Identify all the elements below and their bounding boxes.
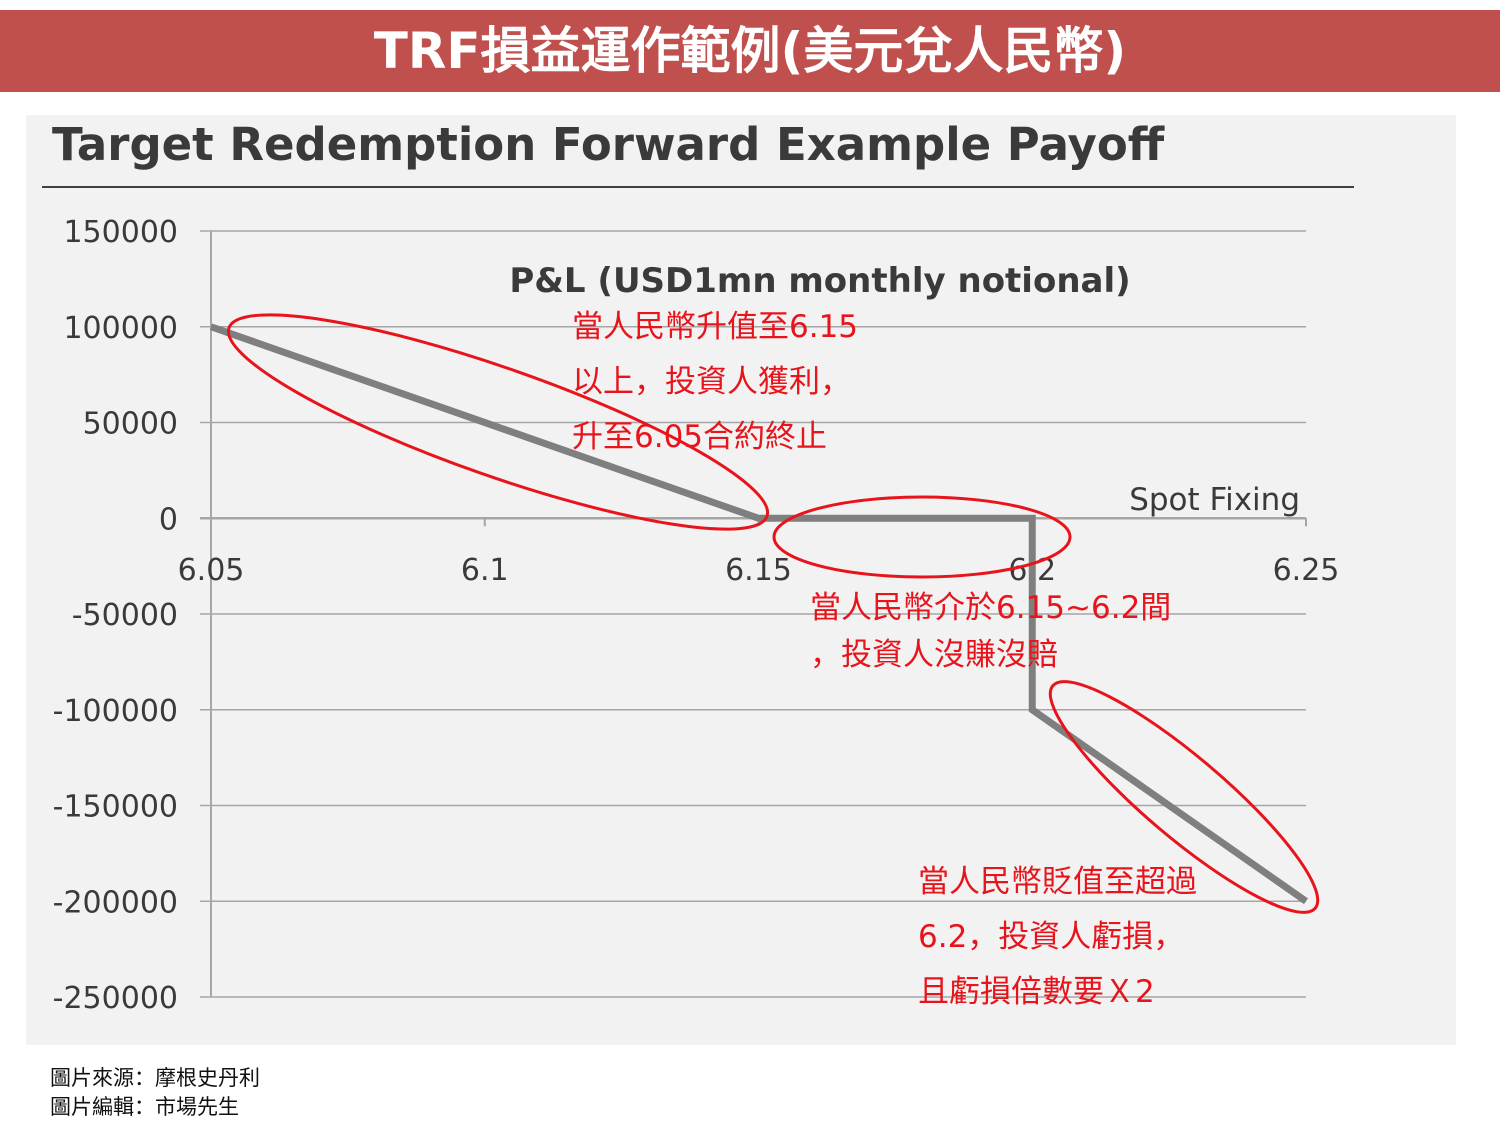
- highlight-ellipse-1: [226, 313, 770, 531]
- chart-panel: [26, 115, 1456, 1045]
- x-tick-label: 6.25: [1273, 553, 1340, 588]
- y-tick-label: -200000: [53, 885, 178, 920]
- y-tick-label: 150000: [63, 215, 178, 250]
- banner-title: TRF損益運作範例(美元兌人民幣): [0, 10, 1500, 92]
- annotation-neutral: 當人民幣介於6.15~6.2間 ，投資人沒賺沒賠: [810, 590, 1172, 674]
- title-divider: [42, 186, 1354, 188]
- chart-subtitle: P&L (USD1mn monthly notional): [509, 261, 1130, 301]
- annotation-depreciation: 當人民幣貶值至超過 6.2，投資人虧損， 且虧損倍數要Ｘ2: [918, 864, 1197, 1010]
- y-tick-label: -100000: [53, 694, 178, 729]
- y-tick-label: -50000: [72, 598, 178, 633]
- x-tick-label: 6.15: [725, 553, 792, 588]
- y-tick-label: -250000: [53, 981, 178, 1016]
- image-editor-credit: 圖片編輯：市場先生: [50, 1095, 239, 1119]
- x-tick-label: 6.1: [461, 553, 509, 588]
- highlight-ellipse-2: [772, 495, 1072, 579]
- y-tick-label: 50000: [83, 407, 178, 442]
- highlight-ellipse-3: [1048, 680, 1320, 914]
- y-tick-label: 100000: [63, 311, 178, 346]
- payoff-series-line: [209, 323, 1309, 905]
- y-tick-label: -150000: [53, 790, 178, 825]
- chart-title: Target Redemption Forward Example Payoff: [52, 118, 1165, 171]
- y-tick-label: 0: [159, 502, 178, 537]
- x-axis-label: Spot Fixing: [1129, 482, 1300, 518]
- image-source-credit: 圖片來源：摩根史丹利: [50, 1066, 260, 1090]
- x-tick-label: 6.05: [178, 553, 245, 588]
- annotation-appreciation: 當人民幣升值至6.15 以上，投資人獲利， 升至6.05合約終止: [572, 309, 859, 455]
